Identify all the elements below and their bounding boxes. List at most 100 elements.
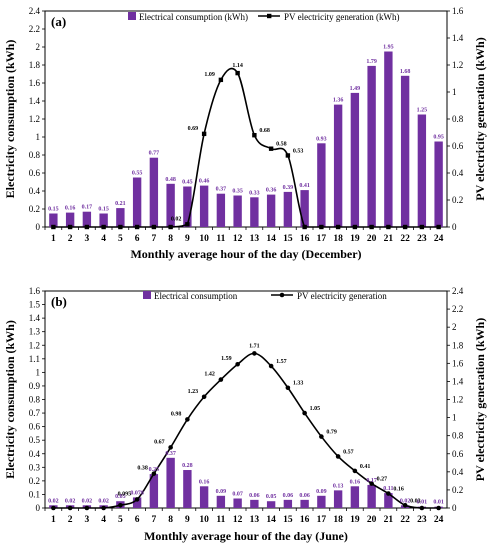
consumption-bar bbox=[199, 486, 209, 508]
y-tick-label: 1.2 bbox=[29, 114, 40, 124]
pv-generation-marker bbox=[402, 502, 408, 508]
consumption-bar bbox=[417, 114, 427, 227]
consumption-bar bbox=[166, 183, 175, 227]
y-tick-label: 2.4 bbox=[29, 6, 41, 16]
x-tick-label: 19 bbox=[350, 515, 360, 525]
pv-generation-marker bbox=[436, 505, 441, 511]
chart-panel-b: 0 0.1 0.2 0.3 0.4 0.5 0.6 0.7 0.8 0.9 1 1.1 1.2 1.3 1.… bbox=[3, 286, 487, 543]
consumption-bar bbox=[216, 495, 226, 508]
y-tick-label: 1.2 bbox=[29, 340, 40, 350]
y-tick-label: 0.6 bbox=[29, 168, 41, 178]
consumption-data-label: 0.46 bbox=[199, 179, 210, 185]
x-tick-label: 3 bbox=[85, 515, 90, 525]
consumption-bar bbox=[350, 92, 360, 228]
pv-data-label: 1.33 bbox=[293, 381, 304, 387]
x-tick-label: 22 bbox=[400, 515, 410, 525]
pv-generation-marker bbox=[369, 224, 374, 230]
y-tick-label: 0.6 bbox=[29, 422, 41, 432]
consumption-data-label: 0.16 bbox=[350, 479, 361, 485]
plot-frame bbox=[44, 290, 448, 509]
panel-label: (b) bbox=[51, 294, 67, 309]
pv-generation-marker bbox=[218, 377, 224, 382]
pv-generation-marker bbox=[51, 505, 56, 511]
consumption-bar bbox=[250, 499, 259, 508]
consumption-bar bbox=[350, 486, 360, 508]
pv-data-label: 0.57 bbox=[343, 449, 354, 455]
pv-generation-marker bbox=[369, 481, 374, 486]
consumption-bar bbox=[149, 157, 159, 227]
y2-tick-label: 0.4 bbox=[452, 168, 464, 178]
consumption-data-label: 0.078 bbox=[130, 490, 144, 496]
pv-generation-marker bbox=[168, 445, 173, 450]
x-tick-label: 16 bbox=[300, 515, 310, 525]
pv-data-label: 0.67 bbox=[154, 439, 165, 445]
pv-data-label: 0.68 bbox=[259, 128, 270, 134]
y-tick-label: 1.8 bbox=[29, 60, 41, 70]
pv-generation-marker bbox=[386, 224, 391, 230]
pv-data-label: 1.09 bbox=[204, 72, 215, 78]
pv-generation-marker bbox=[285, 385, 291, 391]
pv-data-label: 1.23 bbox=[188, 389, 199, 395]
x-tick-label: 14 bbox=[266, 515, 276, 525]
x-tick-label: 20 bbox=[367, 515, 377, 525]
x-tick-label: 2 bbox=[68, 515, 73, 525]
x-tick-label: 15 bbox=[283, 515, 293, 525]
consumption-data-label: 1.36 bbox=[333, 98, 344, 104]
pv-data-label: 0.79 bbox=[326, 430, 337, 436]
y-tick-label: 1.6 bbox=[29, 286, 41, 296]
pv-generation-marker bbox=[201, 394, 207, 400]
y-tick-label: 0.5 bbox=[29, 435, 41, 445]
consumption-data-label: 0.36 bbox=[266, 188, 277, 194]
pv-generation-marker bbox=[235, 361, 240, 367]
x-tick-label: 11 bbox=[216, 234, 225, 244]
x-tick-label: 24 bbox=[434, 515, 444, 525]
consumption-bar bbox=[333, 490, 343, 508]
pv-data-label: 1.71 bbox=[249, 343, 260, 349]
y-tick-label: 0.4 bbox=[29, 449, 41, 459]
consumption-bar bbox=[250, 197, 259, 227]
pv-generation-marker bbox=[419, 224, 425, 230]
y2-tick-label: 1.4 bbox=[452, 376, 464, 386]
y-tick-label: 0.2 bbox=[29, 476, 40, 486]
legend-line-label: PV electricity generation (kWh) bbox=[284, 12, 400, 22]
y-tick-label: 0.1 bbox=[29, 489, 40, 499]
x-tick-label: 13 bbox=[250, 234, 260, 244]
pv-data-label: 1.57 bbox=[276, 359, 287, 365]
x-tick-label: 3 bbox=[85, 234, 90, 244]
consumption-data-label: 0.02 bbox=[82, 498, 93, 504]
panel-label: (a) bbox=[51, 14, 66, 29]
x-tick-label: 10 bbox=[199, 234, 209, 244]
x-tick-label: 23 bbox=[417, 234, 427, 244]
pv-generation-marker bbox=[151, 471, 157, 476]
x-tick-label: 17 bbox=[317, 515, 327, 525]
consumption-data-label: 0.02 bbox=[400, 498, 411, 504]
consumption-data-label: 0.02 bbox=[48, 498, 59, 504]
pv-generation-marker bbox=[386, 491, 391, 496]
y-tick-label: 0.7 bbox=[29, 408, 41, 418]
x-tick-label: 23 bbox=[417, 515, 427, 525]
consumption-data-label: 1.95 bbox=[383, 45, 394, 51]
consumption-data-label: 0.39 bbox=[283, 185, 294, 191]
consumption-data-label: 0.05 bbox=[115, 494, 126, 500]
x-tick-label: 4 bbox=[101, 515, 106, 525]
pv-generation-marker bbox=[436, 224, 441, 230]
pv-data-label: 0.98 bbox=[171, 411, 182, 417]
y2-tick-label: 0.6 bbox=[452, 141, 464, 151]
pv-generation-marker bbox=[51, 224, 56, 230]
consumption-bar bbox=[166, 457, 175, 508]
consumption-bar bbox=[400, 75, 410, 227]
pv-generation-line bbox=[53, 67, 439, 228]
x-tick-label: 13 bbox=[250, 515, 260, 525]
x-tick-label: 9 bbox=[185, 234, 190, 244]
y-tick-label: 1.1 bbox=[29, 354, 40, 364]
y-tick-label: 1.3 bbox=[29, 327, 41, 337]
pv-generation-marker bbox=[335, 454, 341, 459]
pv-generation-marker bbox=[185, 222, 190, 227]
consumption-data-label: 0.16 bbox=[65, 206, 76, 212]
consumption-bar bbox=[65, 212, 75, 227]
y2-tick-label: 1.6 bbox=[452, 358, 464, 368]
pv-generation-marker bbox=[252, 351, 257, 356]
consumption-bar bbox=[317, 143, 326, 227]
consumption-bar bbox=[367, 484, 376, 508]
y2-tick-label: 0.2 bbox=[452, 485, 463, 495]
